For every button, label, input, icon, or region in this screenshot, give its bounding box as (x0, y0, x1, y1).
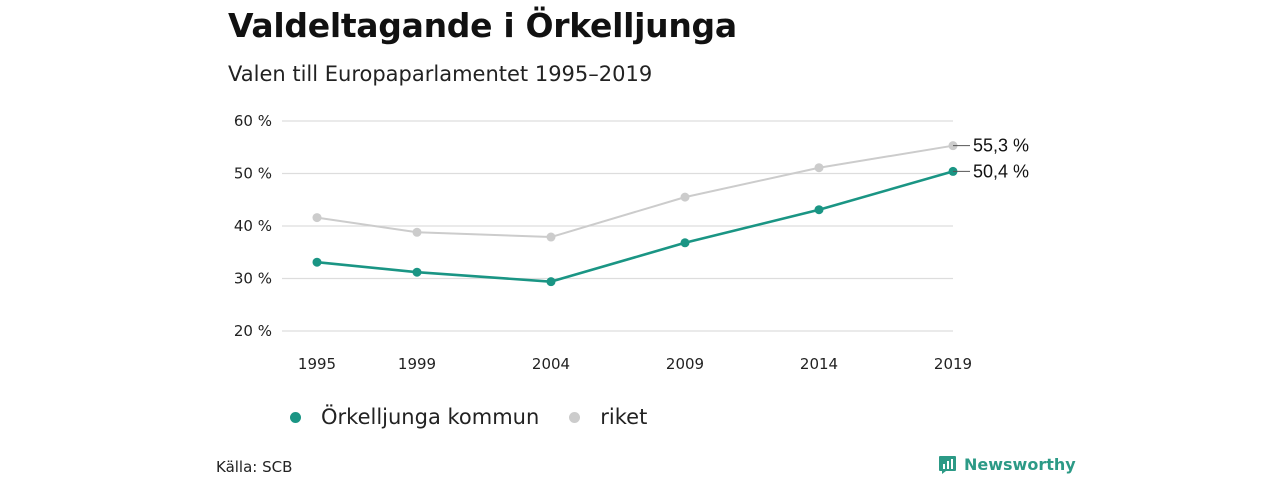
end-label-orkelljunga: 50,4 % (973, 161, 1029, 181)
x-tick-label: 1999 (398, 355, 436, 373)
chart-title: Valdeltagande i Örkelljunga (228, 6, 737, 45)
x-tick-label: 2009 (666, 355, 704, 373)
data-point-orkelljunga (814, 205, 824, 215)
data-point-orkelljunga (312, 257, 322, 267)
source-note: Källa: SCB (216, 458, 293, 476)
series-line-riket (316, 144, 954, 239)
legend-item-orkelljunga[interactable]: Örkelljunga kommun (290, 405, 539, 429)
y-tick-label: 60 % (234, 112, 272, 130)
y-axis-ticks: 20 % 30 % 40 % 50 % 60 % (234, 112, 272, 340)
y-tick-label: 40 % (234, 217, 272, 235)
data-point-riket (412, 227, 422, 237)
x-tick-label: 1995 (298, 355, 336, 373)
x-axis-ticks: 1995 1999 2004 2009 2014 2019 (298, 355, 972, 373)
y-tick-label: 50 % (234, 165, 272, 183)
end-label-riket: 55,3 % (973, 136, 1029, 156)
x-tick-label: 2019 (934, 355, 972, 373)
data-point-orkelljunga (680, 238, 690, 248)
legend: Örkelljunga kommun riket (290, 405, 677, 429)
series-lines (316, 144, 954, 283)
data-point-riket (814, 163, 824, 173)
brand-name: Newsworthy (964, 455, 1076, 474)
data-point-orkelljunga (412, 267, 422, 277)
series-points (312, 141, 958, 287)
legend-dot-orkelljunga (290, 411, 301, 423)
legend-label-orkelljunga: Örkelljunga kommun (321, 405, 540, 429)
series-line-orkelljunga (316, 170, 954, 283)
grid-lines (282, 120, 953, 332)
data-point-riket (680, 192, 690, 202)
x-tick-label: 2004 (532, 355, 570, 373)
legend-item-riket[interactable]: riket (569, 405, 647, 429)
data-point-orkelljunga (546, 277, 556, 287)
legend-dot-riket (569, 411, 581, 423)
x-tick-label: 2014 (800, 355, 838, 373)
bar-chart-icon (939, 456, 956, 474)
brand-logo[interactable]: Newsworthy (938, 455, 1076, 474)
data-point-riket (312, 213, 322, 223)
legend-label-riket: riket (600, 405, 648, 429)
data-point-riket (546, 232, 556, 242)
chart-subtitle: Valen till Europaparlamentet 1995–2019 (228, 62, 653, 86)
y-tick-label: 30 % (234, 270, 272, 288)
end-labels: 55,3 % 50,4 % (953, 136, 1029, 181)
y-tick-label: 20 % (234, 322, 272, 340)
